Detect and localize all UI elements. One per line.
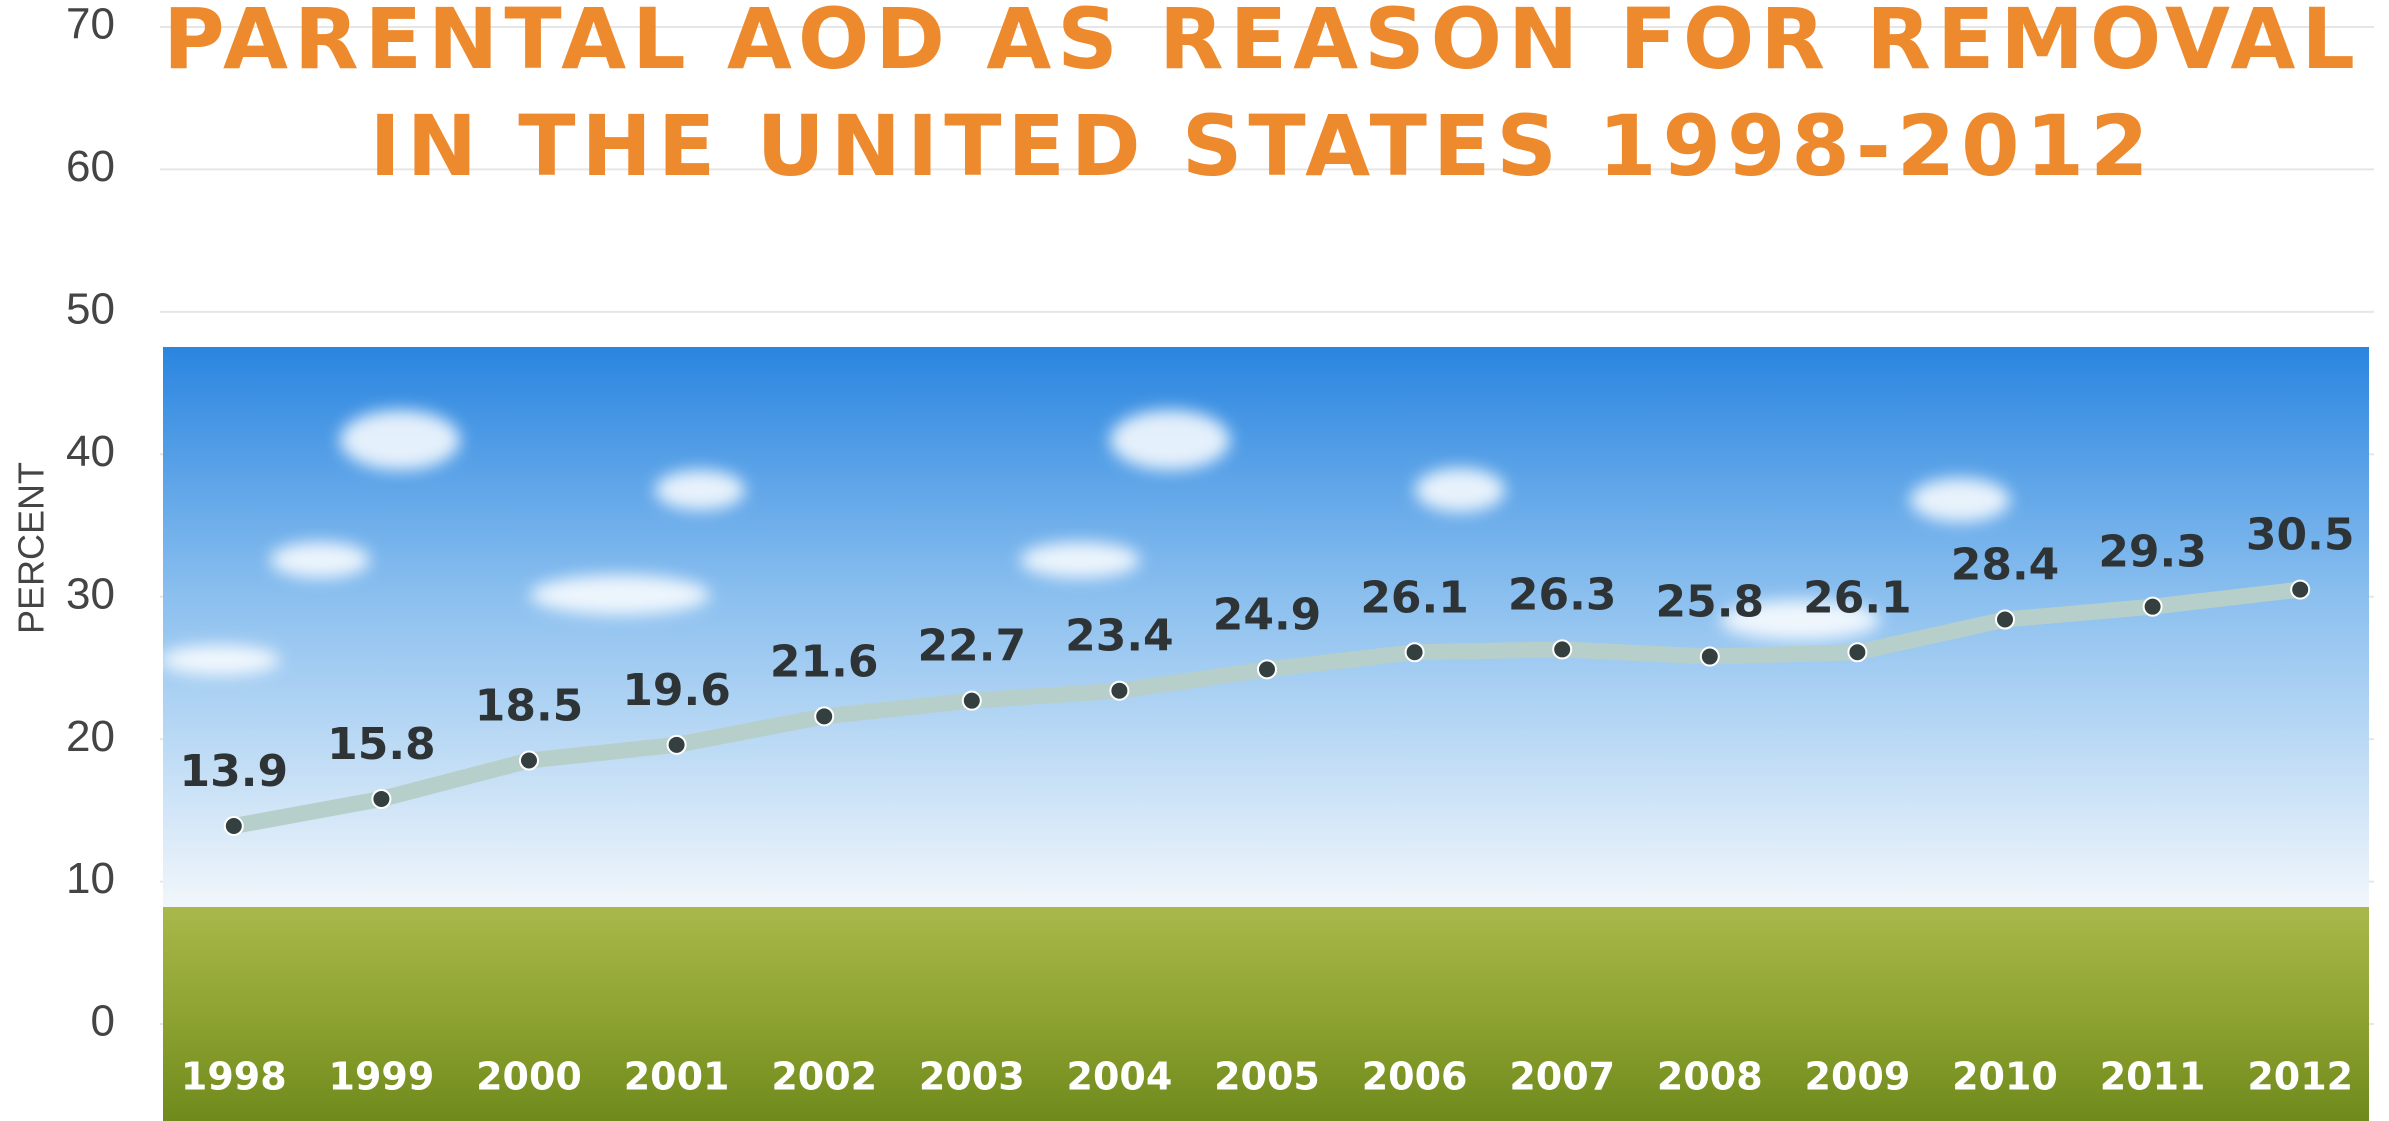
data-point bbox=[2290, 579, 2311, 600]
x-tick-label: 2011 bbox=[2100, 1055, 2206, 1099]
data-point bbox=[961, 690, 982, 711]
data-point bbox=[1404, 642, 1425, 663]
background-photo bbox=[160, 347, 2369, 1121]
data-point bbox=[814, 706, 835, 727]
x-tick-label: 2009 bbox=[1805, 1055, 1911, 1099]
data-label: 24.9 bbox=[1213, 589, 1322, 640]
data-point bbox=[1847, 642, 1868, 663]
data-point bbox=[1257, 659, 1277, 680]
data-label: 18.5 bbox=[475, 681, 584, 732]
x-tick-label: 2002 bbox=[771, 1055, 877, 1099]
x-tick-label: 2010 bbox=[1952, 1055, 2058, 1099]
x-tick-label: 2000 bbox=[476, 1055, 582, 1099]
x-tick-label: 2004 bbox=[1067, 1055, 1173, 1099]
data-point bbox=[223, 816, 244, 837]
chart-title: PARENTAL AOD AS REASON FOR REMOVAL bbox=[163, 0, 2361, 88]
data-point bbox=[2142, 596, 2163, 617]
data-label: 26.1 bbox=[1360, 572, 1469, 623]
y-tick-label: 50 bbox=[66, 284, 115, 333]
data-label: 13.9 bbox=[180, 746, 289, 797]
data-label: 22.7 bbox=[918, 621, 1027, 672]
x-tick-label: 2005 bbox=[1214, 1055, 1320, 1099]
x-tick-label: 2007 bbox=[1509, 1055, 1615, 1099]
y-tick-label: 70 bbox=[66, 0, 115, 49]
data-point bbox=[1995, 609, 2015, 630]
x-tick-label: 2006 bbox=[1362, 1055, 1468, 1099]
y-tick-label: 40 bbox=[66, 427, 115, 476]
data-point bbox=[519, 750, 539, 771]
x-tick-label: 2001 bbox=[624, 1055, 730, 1099]
y-tick-label: 10 bbox=[66, 854, 115, 903]
data-label: 19.6 bbox=[622, 665, 731, 716]
y-tick-label: 0 bbox=[91, 997, 115, 1046]
y-tick-label: 60 bbox=[66, 142, 115, 191]
data-label: 26.1 bbox=[1803, 572, 1912, 623]
x-tick-label: 2003 bbox=[919, 1055, 1025, 1099]
data-point bbox=[1552, 639, 1573, 660]
chart-title: IN THE UNITED STATES 1998-2012 bbox=[369, 97, 2154, 195]
x-tick-label: 1999 bbox=[329, 1055, 435, 1099]
data-point bbox=[666, 734, 687, 755]
data-label: 15.8 bbox=[327, 719, 436, 770]
x-tick-label: 2008 bbox=[1657, 1055, 1763, 1099]
data-point bbox=[371, 788, 392, 809]
data-label: 21.6 bbox=[770, 636, 879, 687]
y-tick-label: 20 bbox=[66, 712, 115, 761]
data-label: 29.3 bbox=[2098, 527, 2207, 578]
y-tick-label: 30 bbox=[66, 569, 115, 618]
data-label: 23.4 bbox=[1065, 611, 1174, 662]
data-point bbox=[1109, 680, 1130, 701]
x-tick-label: 1998 bbox=[181, 1055, 287, 1099]
data-label: 30.5 bbox=[2246, 510, 2355, 561]
data-label: 25.8 bbox=[1656, 577, 1765, 628]
x-tick-label: 2012 bbox=[2247, 1055, 2353, 1099]
data-label: 28.4 bbox=[1951, 540, 2060, 591]
data-point bbox=[1699, 646, 1720, 667]
y-axis-label: PERCENT bbox=[11, 462, 52, 634]
data-label: 26.3 bbox=[1508, 569, 1617, 620]
